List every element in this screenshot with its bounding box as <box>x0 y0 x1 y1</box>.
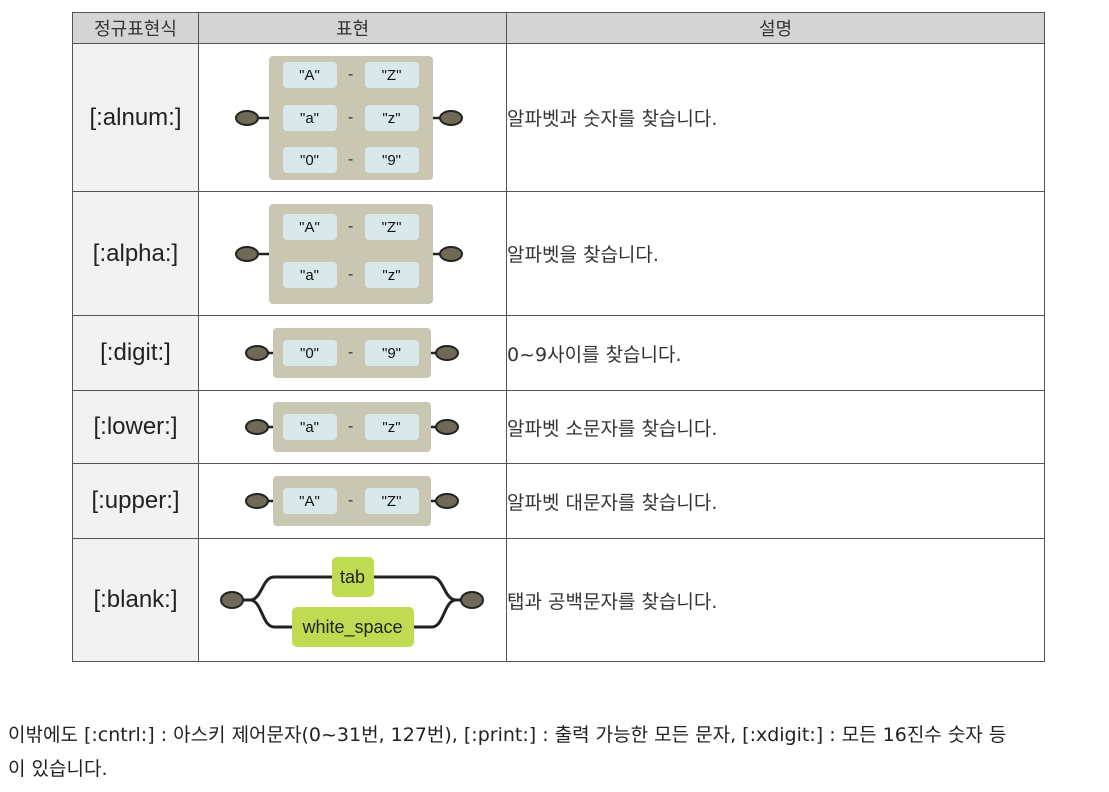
start-terminal <box>244 345 269 361</box>
table-row: [:alpha:] "A" - "Z" "a" - " <box>72 191 1045 316</box>
table-header-row: 정규표현식 표현 설명 <box>72 12 1045 44</box>
regex-description: 알파벳과 숫자를 찾습니다. <box>506 43 1045 192</box>
char-range-group: "A" - "Z" "a" - "z" <box>268 203 433 304</box>
header-expression: 표현 <box>198 12 507 44</box>
range-end-token: "z" <box>364 104 419 131</box>
range-end-token: "z" <box>364 414 419 440</box>
range-start-token: "A" <box>282 61 337 88</box>
table-row: [:alnum:] "A" - "Z" "a" - " <box>72 43 1045 192</box>
railroad-diagram: "0" - "9" <box>198 315 507 391</box>
range-start-token: "a" <box>282 104 337 131</box>
header-regex: 정규표현식 <box>72 12 199 44</box>
railroad-diagram: "A" - "Z" <box>198 463 507 539</box>
char-range-group: "A" - "Z" "a" - "z" "0" - "9" <box>268 55 433 180</box>
char-range-group: "0" - "9" <box>272 328 431 378</box>
railroad-diagram: "A" - "Z" "a" - "z" <box>198 191 507 316</box>
regex-class: [:alpha:] <box>72 191 199 316</box>
regex-description: 알파벳을 찾습니다. <box>506 191 1045 316</box>
railroad-diagram: "A" - "Z" "a" - "z" "0" - "9" <box>198 43 507 192</box>
regex-class: [:digit:] <box>72 315 199 391</box>
range-dash: - <box>347 108 354 126</box>
header-description: 설명 <box>506 12 1045 44</box>
range-end-token: "Z" <box>364 61 419 88</box>
footer-note: 이밖에도 [:cntrl:] : 아스키 제어문자(0~31번, 127번), … <box>8 718 1108 786</box>
start-terminal <box>244 493 269 509</box>
start-terminal <box>219 591 244 609</box>
range-end-token: "z" <box>364 261 419 288</box>
start-terminal <box>244 419 269 435</box>
end-terminal <box>438 109 463 126</box>
range-end-token: "9" <box>364 340 419 366</box>
range-end-token: "Z" <box>364 213 419 240</box>
range-start-token: "A" <box>282 488 337 514</box>
end-terminal <box>434 493 459 509</box>
range-dash: - <box>347 344 354 361</box>
tab-token: tab <box>331 557 374 597</box>
end-terminal <box>434 345 459 361</box>
white-space-token: white_space <box>291 607 414 647</box>
range-dash: - <box>347 217 354 235</box>
range-start-token: "0" <box>282 146 337 173</box>
railroad-lines <box>244 345 459 361</box>
regex-description: 0~9사이를 찾습니다. <box>506 315 1045 391</box>
range-dash: - <box>347 492 354 509</box>
range-dash: - <box>347 150 354 168</box>
regex-table: 정규표현식 표현 설명 [:alnum:] "A" - <box>72 12 1045 662</box>
range-end-token: "Z" <box>364 488 419 514</box>
range-start-token: "a" <box>282 414 337 440</box>
end-terminal <box>434 419 459 435</box>
footer-line: 이 있습니다. <box>8 758 108 780</box>
regex-class: [:alnum:] <box>72 43 199 192</box>
table-row: [:digit:] "0" - "9" 0~9사이를 찾습니 <box>72 315 1045 391</box>
regex-class: [:blank:] <box>72 538 199 662</box>
regex-description: 알파벳 대문자를 찾습니다. <box>506 463 1045 539</box>
railroad-lines <box>244 493 459 509</box>
range-start-token: "a" <box>282 261 337 288</box>
railroad-lines <box>244 419 459 435</box>
range-end-token: "9" <box>364 146 419 173</box>
railroad-diagram: "a" - "z" <box>198 390 507 464</box>
end-terminal <box>438 245 463 262</box>
railroad-lines <box>219 575 484 629</box>
table-row: [:upper:] "A" - "Z" 알파벳 대문자를 찾 <box>72 463 1045 539</box>
table-row: [:lower:] "a" - "z" 알파벳 소문자를 찾 <box>72 390 1045 464</box>
railroad-diagram: tab white_space <box>198 538 507 662</box>
end-terminal <box>459 591 484 609</box>
regex-class: [:lower:] <box>72 390 199 464</box>
start-terminal <box>234 245 259 262</box>
footer-line: 이밖에도 [:cntrl:] : 아스키 제어문자(0~31번, 127번), … <box>8 724 1007 746</box>
range-start-token: "0" <box>282 340 337 366</box>
range-start-token: "A" <box>282 213 337 240</box>
table-row: [:blank:] tab white_space 탭과 공백문자를 찾습니다. <box>72 538 1045 662</box>
char-range-group: "A" - "Z" <box>272 476 431 526</box>
regex-description: 알파벳 소문자를 찾습니다. <box>506 390 1045 464</box>
railroad-lines <box>234 245 463 262</box>
regex-description: 탭과 공백문자를 찾습니다. <box>506 538 1045 662</box>
char-range-group: "a" - "z" <box>272 402 431 452</box>
range-dash: - <box>347 65 354 83</box>
start-terminal <box>234 109 259 126</box>
regex-class: [:upper:] <box>72 463 199 539</box>
range-dash: - <box>347 265 354 283</box>
range-dash: - <box>347 418 354 435</box>
